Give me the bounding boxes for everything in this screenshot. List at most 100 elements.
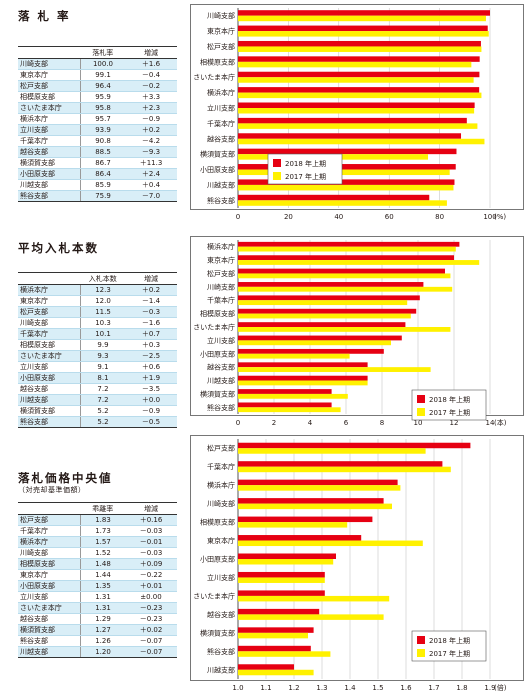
row-change: －0.23	[125, 613, 177, 625]
x-tick-label: 1.8	[456, 684, 467, 692]
row-change: －0.2	[125, 80, 177, 92]
bar-2018	[238, 362, 368, 368]
row-change: ＋0.7	[125, 328, 177, 340]
bar-2017	[238, 559, 334, 565]
chart-legend: 2018 年上期 2017 年上期	[411, 630, 487, 662]
row-value: 1.48	[80, 558, 125, 570]
row-value: 5.2	[80, 405, 125, 417]
row-value: 9.3	[80, 350, 125, 362]
bar-2017	[238, 522, 348, 528]
y-category-label: 横須賀支部	[200, 628, 235, 637]
y-category-label: 熊谷支部	[207, 647, 235, 656]
row-value: 95.8	[80, 102, 125, 114]
legend-swatch	[273, 159, 281, 167]
row-value: 12.0	[80, 295, 125, 307]
table-header-cell: 落札率	[80, 46, 125, 59]
table-header-cell: 増減	[125, 46, 177, 59]
row-label: 相模原支部	[18, 558, 81, 570]
y-category-label: 川崎支部	[207, 499, 235, 508]
y-category-label: 小田原支部	[200, 555, 235, 564]
table-row: 相模原支部 1.48 ＋0.09	[18, 558, 177, 570]
x-tick-label: 4	[308, 419, 313, 427]
legend-label: 2017 年上期	[285, 172, 326, 181]
row-label: さいたま本庁	[18, 602, 81, 614]
bar-2018	[238, 590, 325, 596]
row-value: 10.3	[80, 317, 125, 329]
bar-2018	[238, 627, 314, 633]
bar-2018	[238, 442, 471, 449]
bar-2018	[238, 40, 481, 47]
row-value: 86.4	[80, 168, 125, 180]
legend-label: 2018 年上期	[285, 159, 326, 168]
row-change: －0.4	[125, 69, 177, 81]
row-value: 100.0	[80, 58, 125, 70]
row-value: 9.1	[80, 361, 125, 373]
bar-2017	[238, 77, 474, 83]
y-category-label: さいたま本庁	[193, 323, 235, 332]
row-value: 1.35	[80, 580, 125, 592]
table-row: 小田原支部 1.35 ＋0.01	[18, 580, 177, 592]
y-category-label: 越谷支部	[207, 363, 235, 372]
row-label: 相模原支部	[18, 91, 81, 103]
bar-2018	[238, 348, 384, 354]
table-header-cell: 増減	[125, 272, 177, 285]
bar-2017	[238, 651, 331, 657]
y-category-label: 松戸支部	[207, 444, 235, 453]
row-value: 1.52	[80, 547, 125, 559]
bar-2018	[238, 389, 332, 394]
table-row: 川崎支部 10.3 －1.6	[18, 317, 177, 329]
y-category-label: 松戸支部	[207, 42, 235, 51]
y-category-label: さいたま本庁	[193, 73, 235, 82]
table-rakusatsuritsu: 落札率 増減 川崎支部 100.0 ＋1.6 東京本庁 99.1 －0.4 松戸支部 96.4 －0…	[18, 46, 177, 202]
y-category-label: 横浜本庁	[207, 242, 235, 251]
y-category-label: 千葉本庁	[207, 462, 235, 471]
row-change: ＋1.9	[125, 372, 177, 384]
x-tick-label: 10	[414, 419, 423, 427]
bar-2018	[238, 87, 480, 93]
row-value: 11.5	[80, 306, 125, 318]
row-change: －0.9	[125, 113, 177, 125]
row-change: ＋0.01	[125, 580, 177, 592]
bar-2017	[238, 169, 450, 176]
row-change: ＋2.3	[125, 102, 177, 114]
row-label: 熊谷支部	[18, 635, 81, 647]
table-row: 松戸支部 96.4 －0.2	[18, 80, 177, 92]
bar-2018	[238, 461, 443, 467]
bar-2017	[238, 260, 480, 265]
legend-label: 2017 年上期	[429, 649, 470, 658]
y-category-label: 越谷支部	[207, 134, 235, 143]
section-title-heikin-nyusatsu: 平均入札本数	[18, 241, 99, 255]
x-tick-label: 40	[334, 213, 343, 221]
row-label: 東京本庁	[18, 569, 81, 581]
legend-swatch	[417, 408, 425, 416]
table-row: 横浜本庁 12.3 ＋0.2	[18, 284, 177, 296]
y-category-label: 立川支部	[207, 336, 235, 345]
y-category-label: 松戸支部	[207, 269, 235, 278]
bar-2017	[238, 466, 451, 473]
row-label: 川越支部	[18, 179, 81, 191]
bar-2017	[238, 380, 368, 386]
row-change: ＋0.0	[125, 394, 177, 406]
table-row: 千葉本庁 10.1 ＋0.7	[18, 328, 177, 340]
row-value: 1.29	[80, 613, 125, 625]
bar-2018	[238, 164, 456, 170]
row-label: 松戸支部	[18, 306, 81, 318]
row-value: 1.20	[80, 646, 125, 658]
row-label: 松戸支部	[18, 514, 81, 526]
row-label: 小田原支部	[18, 168, 81, 180]
x-tick-label: 2	[272, 419, 276, 427]
section-subtitle-rakusatsu-kakaku: （対売却基準価額）	[18, 486, 86, 494]
bar-2017	[238, 246, 456, 252]
row-change: ＋0.3	[125, 339, 177, 351]
row-label: 横浜本庁	[18, 113, 81, 125]
row-change: ＋0.4	[125, 179, 177, 191]
table-row: さいたま本庁 9.3 －2.5	[18, 350, 177, 362]
row-change: ＋0.16	[125, 514, 177, 526]
bar-2017	[238, 31, 489, 37]
x-axis-unit: (本)	[494, 418, 507, 427]
table-row: 東京本庁 12.0 －1.4	[18, 295, 177, 307]
bar-2017	[238, 286, 453, 292]
x-tick-label: 12	[450, 419, 459, 427]
bar-2018	[238, 25, 488, 32]
x-tick-label: 0	[236, 419, 240, 427]
